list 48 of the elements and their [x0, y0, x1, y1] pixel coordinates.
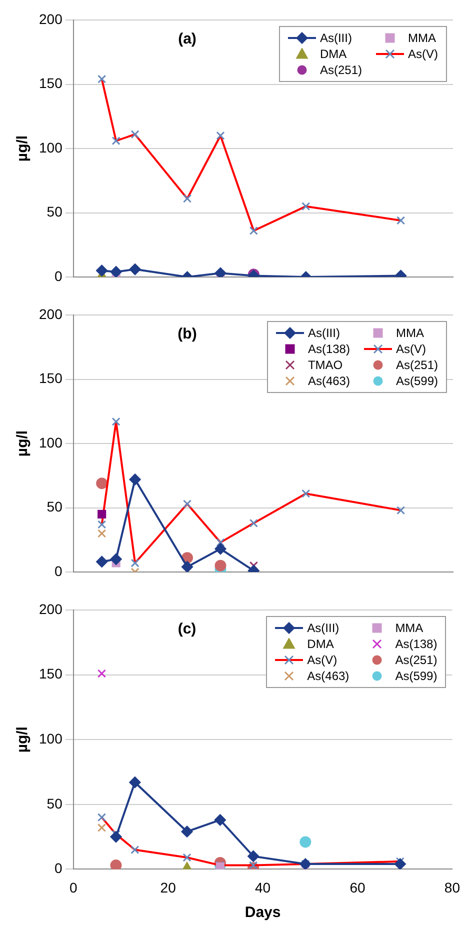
legend-label: MMA	[395, 621, 424, 635]
y-tick-label: 150	[39, 666, 63, 682]
legend-label: As(V)	[408, 47, 438, 61]
y-tick-label: 200	[39, 10, 63, 27]
x-tick-label: 80	[444, 879, 460, 896]
legend-label: As(138)	[395, 637, 438, 651]
y-tick-label: 50	[46, 795, 63, 812]
y-tick-label: 0	[54, 268, 63, 284]
legend-label: As(III)	[308, 326, 340, 340]
y-tick-label: 100	[39, 434, 63, 450]
text: (c)	[178, 620, 196, 638]
legend-label: DMA	[320, 47, 347, 61]
y-tick-label: 100	[39, 730, 63, 746]
y-tick-label: 50	[46, 204, 63, 220]
legend-label: As(463)	[307, 669, 350, 683]
y-tick-label: 50	[46, 498, 63, 515]
text: (b)	[178, 326, 197, 343]
x-axis-title: Days	[244, 904, 281, 922]
legend-label: As(251)	[320, 63, 362, 77]
legend-label: As(138)	[308, 342, 350, 356]
y-tick-label: 200	[39, 306, 63, 322]
legend-label: As(599)	[395, 669, 438, 683]
legend-label: As(463)	[308, 374, 350, 388]
text: (a)	[178, 30, 196, 48]
legend-label: As(251)	[395, 653, 438, 667]
y-axis-title: µg/l	[14, 135, 32, 162]
legend-label: TMAO	[308, 358, 343, 372]
y-tick-label: 0	[54, 860, 63, 876]
legend-label: As(III)	[307, 621, 340, 635]
legend-label: MMA	[396, 326, 424, 340]
x-tick-label: 60	[350, 879, 366, 896]
y-tick-label: 0	[54, 562, 63, 579]
x-tick-label: 40	[254, 879, 271, 896]
y-tick-label: 200	[39, 600, 63, 617]
legend-label: As(V)	[307, 653, 338, 667]
legend-label: MMA	[408, 31, 436, 45]
y-axis-title: µg/l	[14, 430, 32, 457]
legend-label: DMA	[307, 637, 334, 651]
y-axis-title: µg/l	[14, 726, 32, 753]
y-tick-label: 150	[39, 370, 63, 386]
x-tick-label: 20	[160, 879, 176, 896]
legend-label: As(599)	[396, 374, 438, 388]
x-tick-label: 0	[69, 879, 78, 896]
legend-label: As(251)	[396, 358, 438, 372]
legend-label: As(V)	[396, 342, 426, 356]
legend-label: As(III)	[320, 31, 352, 45]
y-tick-label: 150	[39, 75, 63, 92]
y-tick-label: 100	[39, 139, 63, 156]
